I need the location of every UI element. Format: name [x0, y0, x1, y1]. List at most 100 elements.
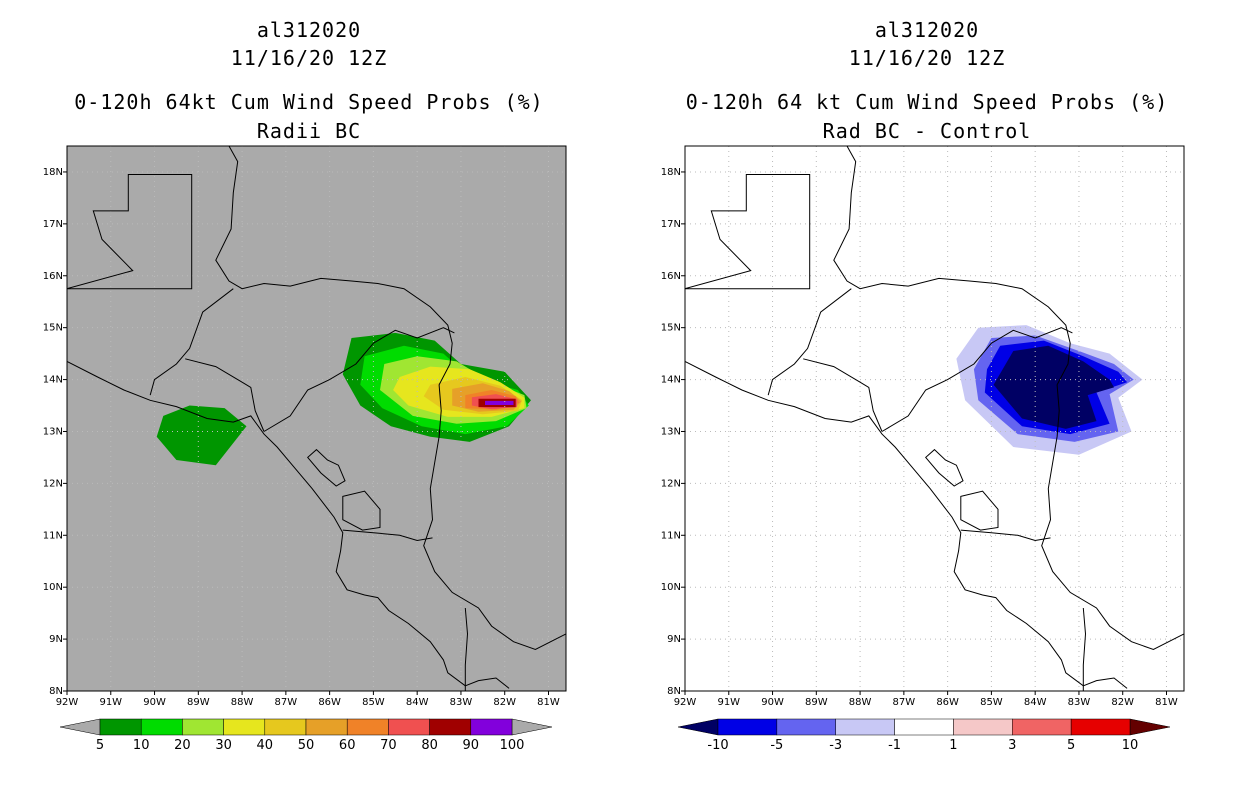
- y-tick-label: 9N: [49, 634, 63, 645]
- storm-id: al312020: [256, 18, 362, 42]
- y-tick-label: 16N: [43, 271, 63, 282]
- country-border: [263, 327, 455, 432]
- chart-title: 0-120h 64kt Cum Wind Speed Probs (%): [74, 90, 544, 114]
- colorbar-label: 50: [298, 738, 315, 753]
- colorbar-over-arrow: [511, 718, 553, 736]
- coastline: [685, 360, 1128, 689]
- y-tick-label: 18N: [43, 167, 63, 178]
- colorbar-swatch: [182, 718, 224, 736]
- y-tick-label: 17N: [43, 219, 63, 230]
- colorbar-swatch: [776, 718, 836, 736]
- x-tick-label: 89W: [187, 697, 210, 708]
- colorbar-label: 5: [96, 738, 104, 753]
- colorbar-label: 10: [1122, 738, 1139, 753]
- colorbar-under-arrow: [59, 718, 101, 736]
- colorbar-over-arrow: [1129, 718, 1171, 736]
- storm-id: al312020: [874, 18, 980, 42]
- colorbar-under-arrow: [677, 718, 719, 736]
- plot-area: [685, 146, 1184, 691]
- colorbar: -10 -5 -3 -1 1 3 5 10: [677, 718, 1171, 753]
- colorbar-label: 100: [500, 738, 525, 753]
- colorbar-swatch: [470, 718, 513, 736]
- colorbar-swatch: [388, 718, 430, 736]
- country-border: [464, 607, 469, 691]
- colorbar-swatch: [99, 718, 142, 736]
- lake-outline: [307, 448, 346, 487]
- x-tick-label: 83W: [450, 697, 473, 708]
- y-tick-label: 8N: [667, 686, 681, 697]
- x-tick-label: 84W: [1024, 697, 1047, 708]
- colorbar-label: -10: [707, 738, 728, 753]
- x-tick-label: 81W: [1155, 697, 1178, 708]
- x-tick-label: 84W: [406, 697, 429, 708]
- colorbar-label: 3: [1008, 738, 1016, 753]
- y-tick-label: 12N: [43, 478, 63, 489]
- colorbar-label: 70: [380, 738, 397, 753]
- y-tick-label: 12N: [661, 478, 681, 489]
- chart-subtitle: Rad BC - Control: [822, 119, 1032, 143]
- y-tick-label: 15N: [43, 323, 63, 334]
- y-tick-label: 10N: [43, 582, 63, 593]
- y-tick-label: 16N: [661, 271, 681, 282]
- x-tick-label: 81W: [537, 697, 560, 708]
- chart-subtitle: Radii BC: [256, 119, 362, 143]
- colorbar-swatch: [717, 718, 778, 736]
- colorbar-label: 40: [257, 738, 274, 753]
- colorbar-label: 20: [174, 738, 191, 753]
- x-tick-label: 90W: [143, 697, 166, 708]
- country-border: [67, 174, 193, 290]
- colorbar-swatch: [140, 718, 183, 736]
- y-tick-label: 13N: [43, 426, 63, 437]
- x-tick-label: 91W: [99, 697, 122, 708]
- country-border: [767, 288, 852, 396]
- x-tick-label: 85W: [362, 697, 385, 708]
- colorbar-label: -5: [770, 738, 783, 753]
- colorbar-swatch: [223, 718, 266, 736]
- coastline: [215, 146, 566, 651]
- datetime: 11/16/20 12Z: [230, 46, 388, 70]
- colorbar-swatch: [1070, 718, 1131, 736]
- y-tick-label: 11N: [43, 530, 63, 541]
- y-tick-label: 8N: [49, 686, 63, 697]
- x-tick-label: 88W: [231, 697, 254, 708]
- plot-frame: [684, 145, 1185, 692]
- chart-title: 0-120h 64 kt Cum Wind Speed Probs (%): [685, 90, 1169, 114]
- y-tick-label: 17N: [661, 219, 681, 230]
- contour-90: [485, 400, 514, 405]
- x-tick-label: 85W: [980, 697, 1003, 708]
- x-tick-label: 89W: [805, 697, 828, 708]
- datetime: 11/16/20 12Z: [848, 46, 1006, 70]
- x-tick-label: 92W: [674, 697, 697, 708]
- colorbar-swatch: [305, 718, 348, 736]
- country-border: [960, 529, 1051, 542]
- x-tick-label: 82W: [493, 697, 516, 708]
- colorbar-swatch: [953, 718, 1013, 736]
- contour-neg10: [993, 345, 1114, 429]
- colorbar-swatch: [835, 718, 895, 736]
- x-tick-label: 86W: [318, 697, 341, 708]
- y-tick-label: 18N: [661, 167, 681, 178]
- colorbar-label: -3: [829, 738, 842, 753]
- coastline: [67, 360, 510, 689]
- colorbar-label: 30: [215, 738, 232, 753]
- colorbar-label: -1: [888, 738, 901, 753]
- country-border: [185, 358, 265, 432]
- y-tick-label: 9N: [667, 634, 681, 645]
- y-tick-label: 15N: [661, 323, 681, 334]
- left-panel: al312020 11/16/20 12Z 0-120h 64kt Cum Wi…: [43, 18, 567, 753]
- y-tick-label: 10N: [661, 582, 681, 593]
- colorbar-swatch: [894, 718, 954, 736]
- x-tick-label: 91W: [717, 697, 740, 708]
- country-border: [881, 327, 1073, 432]
- colorbar-swatch: [264, 718, 307, 736]
- country-border: [1082, 607, 1087, 691]
- colorbar-label: 60: [339, 738, 356, 753]
- left-chart: 92W 91W 90W 89W 88W 87W 86W 85W 84W 83W 82W 81W 8N 9N…: [43, 145, 567, 753]
- plot-area: [67, 146, 566, 691]
- x-tick-label: 83W: [1068, 697, 1091, 708]
- x-tick-label: 88W: [849, 697, 872, 708]
- colorbar-label: 1: [949, 738, 957, 753]
- x-tick-label: 87W: [893, 697, 916, 708]
- plot-frame: [66, 145, 567, 692]
- y-tick-label: 14N: [43, 375, 63, 386]
